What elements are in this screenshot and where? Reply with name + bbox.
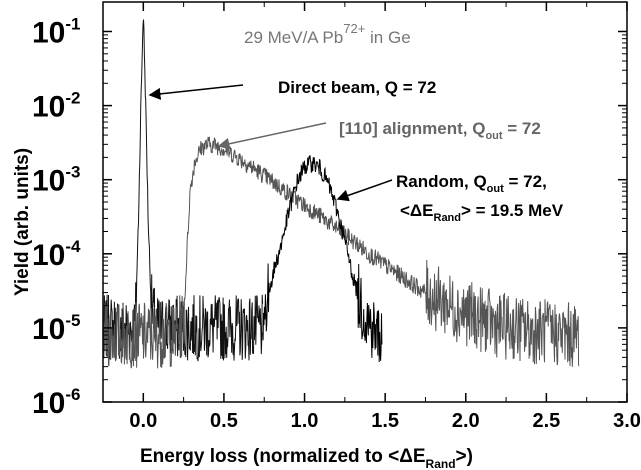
y-tick-label-0: 10-6 — [32, 385, 81, 420]
alignment-arrow — [217, 122, 327, 150]
alignment-label: [110] alignment, Qout = 72 — [339, 119, 541, 142]
axes-layer — [102, 1, 628, 403]
y-tick-exponent: -6 — [65, 385, 80, 404]
random-mean-post: > = 19.5 MeV — [461, 201, 564, 220]
y-tick-base: 10 — [32, 239, 65, 272]
random-label: Random, Qout = 72, — [396, 172, 547, 195]
random-label-sub: out — [487, 183, 504, 195]
direct-beam-label: Direct beam, Q = 72 — [278, 78, 436, 97]
y-tick-base: 10 — [32, 387, 65, 420]
y-tick-base: 10 — [32, 165, 65, 198]
x-tick-label-5: 2.5 — [532, 410, 560, 432]
random-mean-sub: Rand — [434, 212, 462, 224]
y-tick-label-2: 10-4 — [32, 237, 81, 272]
y-tick-label-4: 10-2 — [32, 89, 81, 124]
experiment-label-pre: 29 MeV/A Pb — [244, 28, 343, 47]
y-tick-exponent: -4 — [65, 237, 81, 256]
label-layer: 0.0 0.5 1.0 1.5 2.0 2.5 3.010-610-510-410-310-… — [32, 14, 641, 432]
random-arrow — [336, 179, 393, 202]
alignment-label-post: = 72 — [503, 119, 541, 138]
y-tick-base: 10 — [32, 16, 65, 49]
x-tick-label-1: 0.5 — [210, 410, 238, 432]
y-tick-base: 10 — [32, 91, 65, 124]
random-label-pre: Random, Q — [396, 172, 487, 191]
x-tick-label-6: 3.0 — [613, 410, 641, 432]
experiment-label-post: in Ge — [365, 28, 410, 47]
x-axis-title-tail: >) — [456, 446, 473, 467]
alignment-label-sub: out — [485, 130, 502, 142]
series-line-2 — [262, 155, 383, 363]
y-axis-title: Yield (arb. units) — [12, 148, 33, 296]
y-tick-label-3: 10-3 — [32, 163, 81, 198]
x-tick-label-2: 1.0 — [291, 410, 319, 432]
random-mean-pre: <ΔE — [400, 201, 434, 220]
y-tick-label-1: 10-5 — [32, 311, 81, 346]
experiment-label-sup: 72+ — [343, 21, 365, 36]
x-axis-title-sub: Rand — [426, 457, 456, 470]
alignment-label-pre: [110] alignment, Q — [339, 119, 485, 138]
y-tick-exponent: -3 — [65, 163, 80, 182]
experiment-label: 29 MeV/A Pb72+ in Ge — [244, 21, 411, 47]
random-mean-label: <ΔERand> = 19.5 MeV — [400, 201, 564, 224]
y-tick-exponent: -2 — [65, 89, 80, 108]
x-tick-label-3: 1.5 — [371, 410, 399, 432]
x-tick-label-0: 0.0 — [129, 410, 157, 432]
y-tick-label-5: 10-1 — [32, 14, 81, 49]
y-tick-exponent: -5 — [65, 311, 80, 330]
y-tick-base: 10 — [32, 313, 65, 346]
x-axis-title: Energy loss (normalized to <ΔERand>) — [140, 446, 473, 470]
x-axis-title-main: Energy loss (normalized to <ΔE — [140, 446, 426, 467]
x-tick-label-4: 2.0 — [452, 410, 480, 432]
y-tick-exponent: -1 — [65, 14, 80, 33]
direct-beam-arrow — [148, 84, 244, 100]
random-label-post: = 72, — [504, 172, 547, 191]
series-layer — [102, 19, 580, 369]
